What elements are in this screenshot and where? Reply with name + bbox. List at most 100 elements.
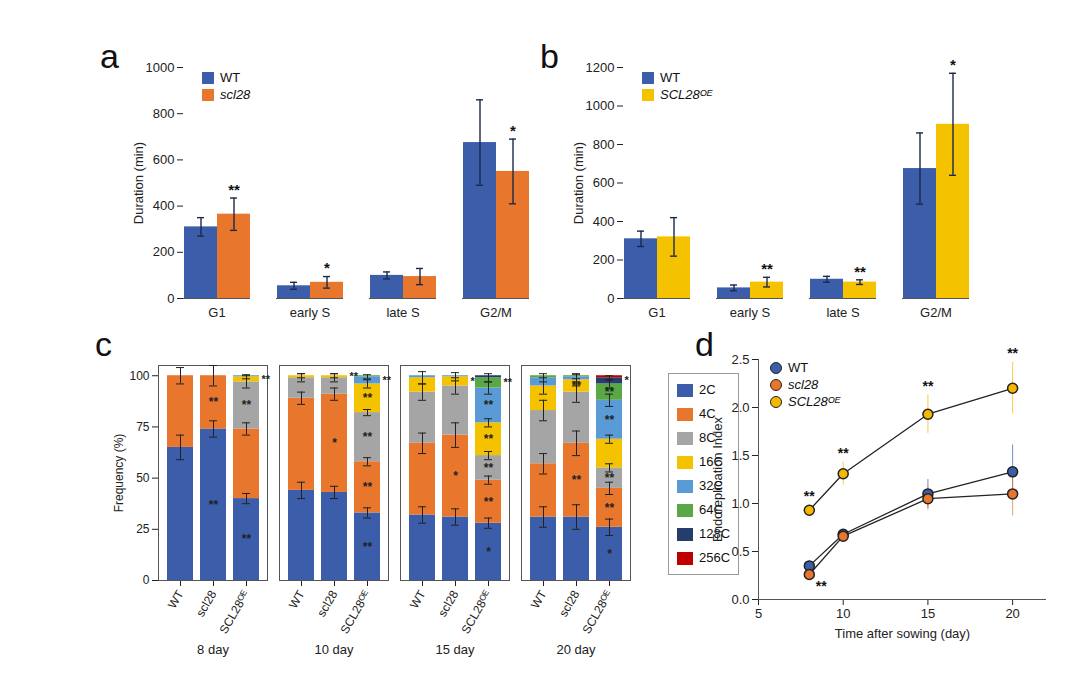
svg-text:Duration (min): Duration (min): [131, 142, 146, 224]
svg-text:**: **: [605, 501, 615, 515]
svg-text:**: **: [363, 430, 373, 444]
svg-text:**: **: [605, 413, 615, 427]
svg-text:**: **: [854, 263, 866, 280]
svg-text:10: 10: [836, 606, 850, 621]
svg-text:**: **: [1007, 345, 1018, 361]
html-text:a: a: [100, 37, 119, 75]
svg-text:20: 20: [1005, 606, 1019, 621]
svg-text:0.0: 0.0: [731, 592, 749, 607]
svg-text:SCL28ᴼᴱ: SCL28ᴼᴱ: [579, 588, 615, 636]
svg-text:100: 100: [129, 369, 149, 383]
svg-text:2.0: 2.0: [731, 400, 749, 415]
svg-text:0: 0: [167, 291, 174, 306]
svg-text:1000: 1000: [586, 98, 615, 113]
svg-text:5: 5: [755, 606, 762, 621]
svg-text:*: *: [607, 547, 612, 561]
svg-text:*: *: [471, 375, 476, 387]
svg-text:G2/M: G2/M: [480, 305, 512, 320]
svg-text:1.0: 1.0: [731, 496, 749, 511]
html-text:d: d: [695, 325, 714, 363]
svg-text:15 day: 15 day: [435, 642, 475, 657]
svg-text:SCL28ᴼᴱ: SCL28ᴼᴱ: [458, 588, 494, 636]
svg-text:15: 15: [921, 606, 935, 621]
svg-text:WT: WT: [528, 587, 550, 611]
svg-text:SCL28ᴼᴱ: SCL28ᴼᴱ: [337, 588, 373, 636]
svg-text:800: 800: [593, 137, 615, 152]
svg-text:scl28: scl28: [314, 588, 340, 620]
svg-text:Time after sowing (day): Time after sowing (day): [835, 626, 970, 641]
svg-text:**: **: [922, 378, 933, 394]
svg-text:**: **: [838, 445, 849, 461]
svg-text:**: **: [504, 376, 513, 388]
svg-text:SCL28ᴼᴱ: SCL28ᴼᴱ: [216, 588, 252, 636]
svg-text:**: **: [363, 540, 373, 554]
svg-text:scl28: scl28: [556, 588, 582, 620]
svg-text:**: **: [484, 461, 494, 475]
svg-text:1.5: 1.5: [731, 448, 749, 463]
svg-text:**: **: [383, 374, 392, 386]
svg-text:G1: G1: [208, 305, 225, 320]
svg-text:WT: WT: [165, 587, 187, 611]
html-text:c: c: [95, 325, 112, 363]
svg-text:**: **: [572, 473, 582, 487]
svg-text:*: *: [625, 374, 630, 386]
svg-text:600: 600: [593, 175, 615, 190]
svg-text:25: 25: [136, 522, 150, 536]
svg-text:*: *: [324, 259, 330, 276]
svg-text:8 day: 8 day: [197, 642, 229, 657]
svg-text:75: 75: [136, 420, 150, 434]
svg-text:**: **: [209, 498, 219, 512]
svg-text:WT: WT: [407, 587, 429, 611]
svg-text:1000: 1000: [146, 60, 175, 75]
svg-text:*: *: [510, 122, 516, 139]
svg-text:early S: early S: [730, 305, 771, 320]
svg-text:**: **: [605, 471, 615, 485]
svg-text:**: **: [363, 391, 373, 405]
svg-text:0.5: 0.5: [731, 544, 749, 559]
svg-text:2.5: 2.5: [731, 352, 749, 367]
svg-text:600: 600: [153, 152, 175, 167]
svg-text:1200: 1200: [586, 60, 615, 75]
svg-text:**: **: [484, 495, 494, 509]
svg-text:**: **: [484, 398, 494, 412]
svg-text:*: *: [453, 469, 458, 483]
svg-text:**: **: [761, 260, 773, 277]
svg-text:**: **: [350, 370, 359, 382]
svg-text:200: 200: [593, 252, 615, 267]
svg-text:0: 0: [143, 573, 150, 587]
svg-text:*: *: [950, 56, 956, 73]
svg-text:**: **: [242, 532, 252, 546]
svg-text:**: **: [209, 395, 219, 409]
svg-text:400: 400: [593, 214, 615, 229]
svg-text:**: **: [605, 385, 615, 399]
svg-text:**: **: [484, 432, 494, 446]
svg-text:400: 400: [153, 198, 175, 213]
svg-text:early S: early S: [290, 305, 331, 320]
svg-text:**: **: [363, 480, 373, 494]
html-text:b: b: [540, 37, 559, 75]
svg-text:**: **: [572, 379, 582, 393]
svg-text:**: **: [816, 578, 827, 594]
svg-text:scl28: scl28: [435, 588, 461, 620]
svg-text:late S: late S: [826, 305, 860, 320]
svg-text:**: **: [228, 181, 240, 198]
svg-text:10 day: 10 day: [314, 642, 354, 657]
svg-text:**: **: [262, 373, 271, 385]
svg-text:scl28: scl28: [193, 588, 219, 620]
svg-text:800: 800: [153, 106, 175, 121]
svg-text:0: 0: [607, 291, 614, 306]
svg-text:Frequency (%): Frequency (%): [112, 434, 126, 513]
svg-text:*: *: [332, 436, 337, 450]
svg-text:50: 50: [136, 471, 150, 485]
svg-text:200: 200: [153, 244, 175, 259]
svg-text:**: **: [242, 398, 252, 412]
svg-text:WT: WT: [286, 587, 308, 611]
svg-text:Duration (min): Duration (min): [571, 142, 586, 224]
svg-text:G2/M: G2/M: [920, 305, 952, 320]
svg-text:late S: late S: [386, 305, 420, 320]
svg-text:20 day: 20 day: [556, 642, 596, 657]
svg-text:*: *: [486, 545, 491, 559]
svg-text:Endoreplication Index: Endoreplication Index: [710, 416, 725, 542]
svg-text:**: **: [804, 488, 815, 504]
svg-text:G1: G1: [648, 305, 665, 320]
